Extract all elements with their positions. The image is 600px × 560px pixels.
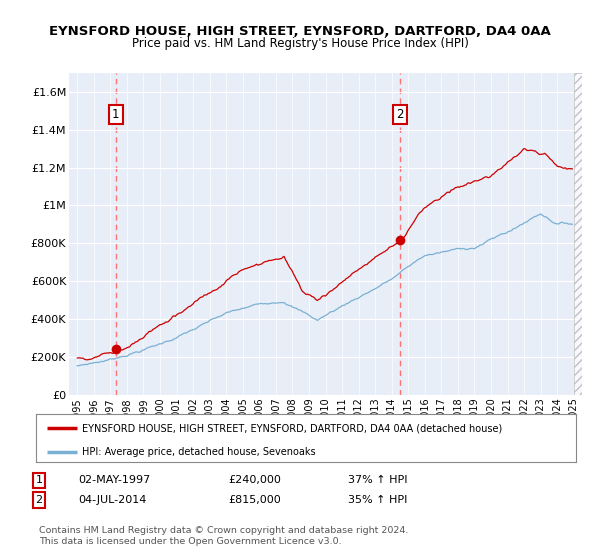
Text: 2: 2 xyxy=(396,108,404,121)
Text: 02-MAY-1997: 02-MAY-1997 xyxy=(78,475,150,486)
Text: Price paid vs. HM Land Registry's House Price Index (HPI): Price paid vs. HM Land Registry's House … xyxy=(131,37,469,50)
Text: 1: 1 xyxy=(35,475,43,486)
Text: EYNSFORD HOUSE, HIGH STREET, EYNSFORD, DARTFORD, DA4 0AA (detached house): EYNSFORD HOUSE, HIGH STREET, EYNSFORD, D… xyxy=(82,424,502,433)
Text: 37% ↑ HPI: 37% ↑ HPI xyxy=(348,475,407,486)
Text: 04-JUL-2014: 04-JUL-2014 xyxy=(78,495,146,505)
Text: £815,000: £815,000 xyxy=(228,495,281,505)
Text: £240,000: £240,000 xyxy=(228,475,281,486)
Text: EYNSFORD HOUSE, HIGH STREET, EYNSFORD, DARTFORD, DA4 0AA: EYNSFORD HOUSE, HIGH STREET, EYNSFORD, D… xyxy=(49,25,551,39)
Text: 1: 1 xyxy=(112,108,119,121)
Text: Contains HM Land Registry data © Crown copyright and database right 2024.
This d: Contains HM Land Registry data © Crown c… xyxy=(39,526,409,546)
Text: 35% ↑ HPI: 35% ↑ HPI xyxy=(348,495,407,505)
Text: 2: 2 xyxy=(35,495,43,505)
Text: HPI: Average price, detached house, Sevenoaks: HPI: Average price, detached house, Seve… xyxy=(82,447,316,458)
